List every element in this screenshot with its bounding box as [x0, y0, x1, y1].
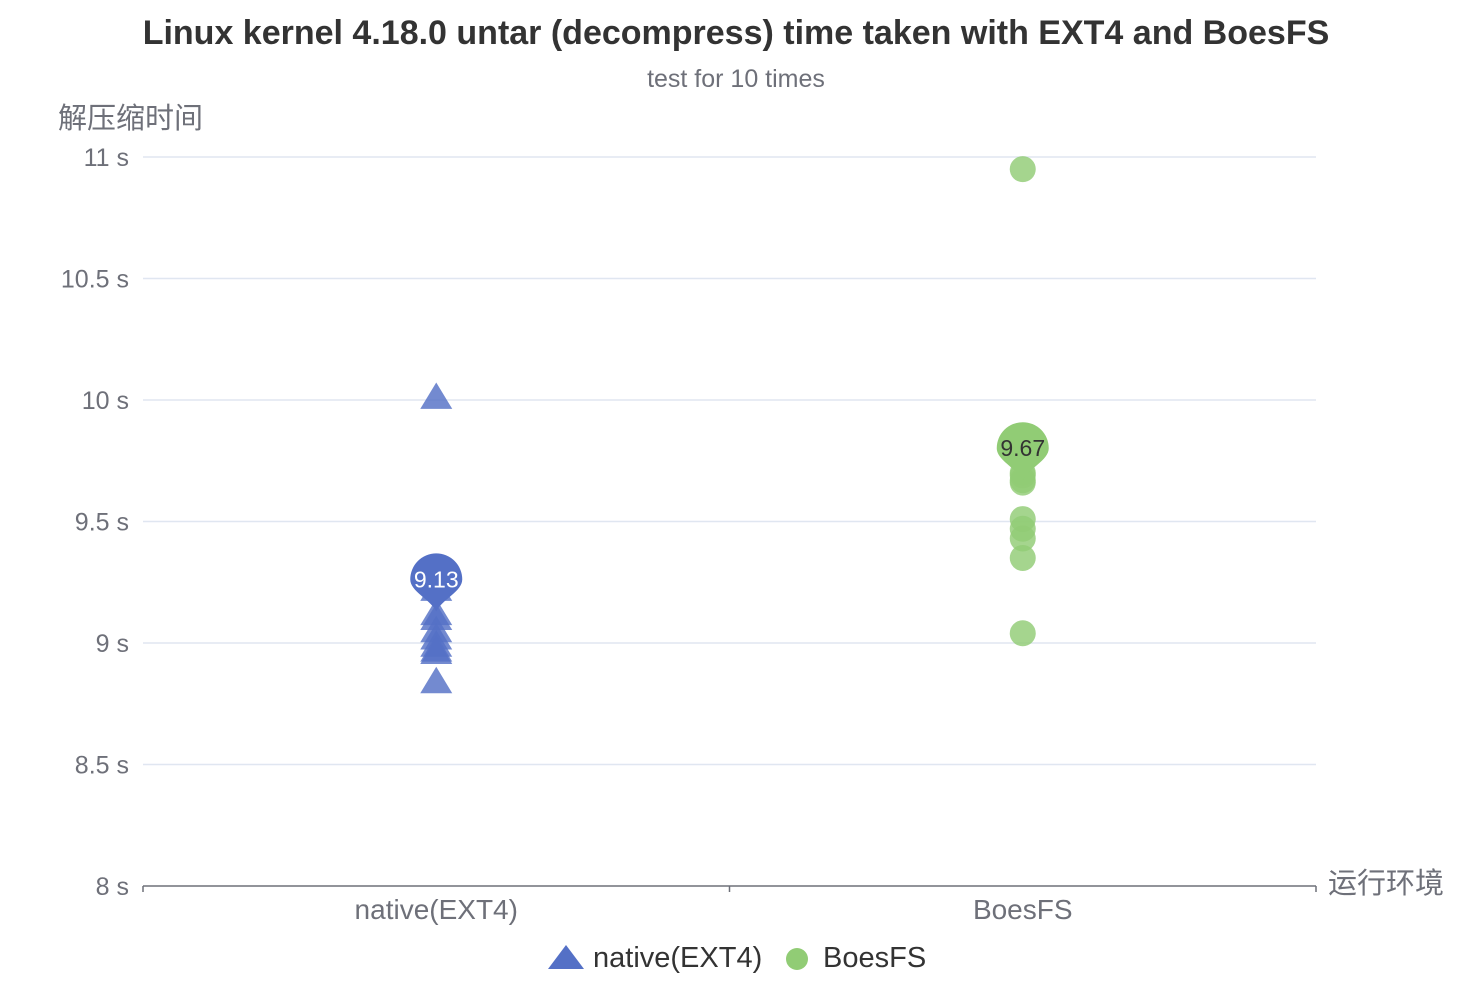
data-point-triangle[interactable] [420, 637, 453, 665]
y-tick-label: 11 s [84, 144, 129, 172]
data-point-triangle[interactable] [420, 382, 453, 409]
data-point-circle[interactable] [1009, 156, 1036, 183]
legend: native(EXT4) BoesFS [548, 942, 926, 974]
x-axis: native(EXT4) BoesFS [142, 885, 1317, 925]
marker-pin[interactable] [410, 553, 463, 612]
y-gridlines [143, 156, 1316, 766]
data-point-circle[interactable] [1009, 469, 1036, 496]
legend-label[interactable]: native(EXT4) [593, 942, 762, 974]
y-axis-name: 解压缩时间 [58, 101, 203, 135]
marker-pin-label: 9.67 [1000, 435, 1045, 461]
marker-pins: 9.13 9.67 [410, 422, 1049, 612]
chart-subtitle: test for 10 times [647, 65, 825, 93]
data-points [420, 156, 1036, 694]
marker-pin-label: 9.13 [414, 566, 459, 592]
legend-circle-icon[interactable] [786, 948, 808, 970]
y-tick-label: 10 s [82, 387, 129, 415]
y-axis-ticks: 8 s 8.5 s 9 s 9.5 s 10 s 10.5 s 11 s [61, 144, 129, 901]
y-tick-label: 8 s [96, 873, 129, 901]
data-point-circle[interactable] [1009, 620, 1036, 647]
x-axis-name: 运行环境 [1328, 866, 1444, 900]
data-point-triangle[interactable] [420, 666, 453, 694]
legend-label[interactable]: BoesFS [823, 942, 926, 974]
y-tick-label: 9 s [96, 630, 129, 658]
y-tick-label: 8.5 s [75, 752, 129, 780]
y-tick-label: 9.5 s [75, 509, 129, 537]
data-point-circle[interactable] [1009, 544, 1036, 571]
marker-pin[interactable] [996, 422, 1049, 481]
legend-triangle-icon[interactable] [548, 945, 584, 969]
chart-title: Linux kernel 4.18.0 untar (decompress) t… [143, 14, 1330, 52]
x-category-label: native(EXT4) [355, 894, 518, 925]
data-point-circle[interactable] [1009, 525, 1036, 552]
x-category-label: BoesFS [973, 894, 1073, 925]
y-tick-label: 10.5 s [61, 266, 129, 294]
